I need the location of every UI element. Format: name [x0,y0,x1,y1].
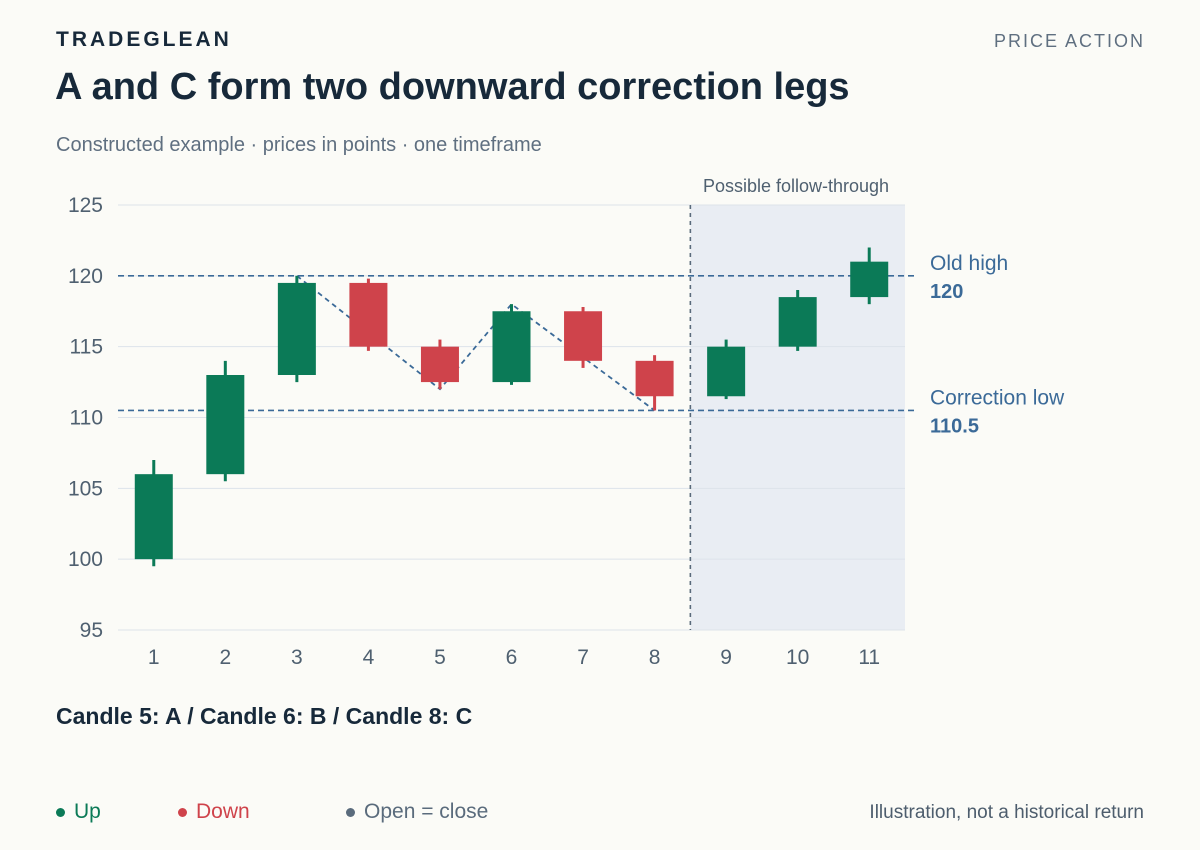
candle-body [206,375,245,475]
page-title: A and C form two downward correction leg… [55,66,850,108]
followthrough-label: Possible follow-through [703,176,889,196]
candle-body [564,311,603,361]
candle-body [635,360,674,397]
legend-flat: Open = close [346,800,488,824]
candle-body [420,346,459,383]
page-subtitle: Constructed example · prices in points ·… [56,134,542,156]
x-tick-label: 9 [720,646,732,669]
x-tick-label: 3 [291,646,303,669]
x-tick-label: 5 [434,646,446,669]
level-value: 120 [930,281,963,303]
y-tick-label: 95 [80,619,103,642]
legend-flat-label: Open = close [364,800,489,823]
y-tick-label: 110 [70,407,103,430]
candle-annotation: Candle 5: A / Candle 6: B / Candle 8: C [56,703,473,729]
level-name: Correction low [930,386,1065,409]
x-tick-label: 8 [649,646,661,669]
legend-up: Up [56,800,101,824]
y-tick-label: 120 [68,265,103,288]
legend-up-dot [56,807,65,817]
x-tick-label: 7 [577,646,589,669]
candle-body [778,297,817,347]
legend-down-dot [178,807,187,817]
legend-up-label: Up [74,800,101,823]
level-name: Old high [930,252,1008,275]
candle-body [850,261,889,298]
candle-body [492,311,531,383]
footer-disclaimer: Illustration, not a historical return [869,802,1144,823]
legend-flat-dot [346,807,355,817]
y-tick-label: 105 [68,477,103,500]
x-tick-label: 2 [219,646,231,669]
level-value: 110.5 [930,415,979,437]
x-tick-label: 6 [506,646,518,669]
category-label: PRICE ACTION [993,31,1145,51]
candle-body [134,474,173,560]
y-tick-label: 125 [68,194,103,217]
legend-down-label: Down [196,800,250,823]
candle-body [277,282,316,375]
x-tick-label: 4 [363,646,375,669]
y-tick-label: 100 [68,548,103,571]
y-tick-label: 115 [70,336,103,359]
x-tick-label: 1 [148,646,160,669]
candle-body [707,346,746,397]
x-tick-label: 10 [786,646,809,669]
x-tick-label: 11 [858,646,880,669]
brand-label: TRADEGLEAN [56,28,232,51]
candle-body [349,282,388,347]
legend-down: Down [178,800,250,824]
